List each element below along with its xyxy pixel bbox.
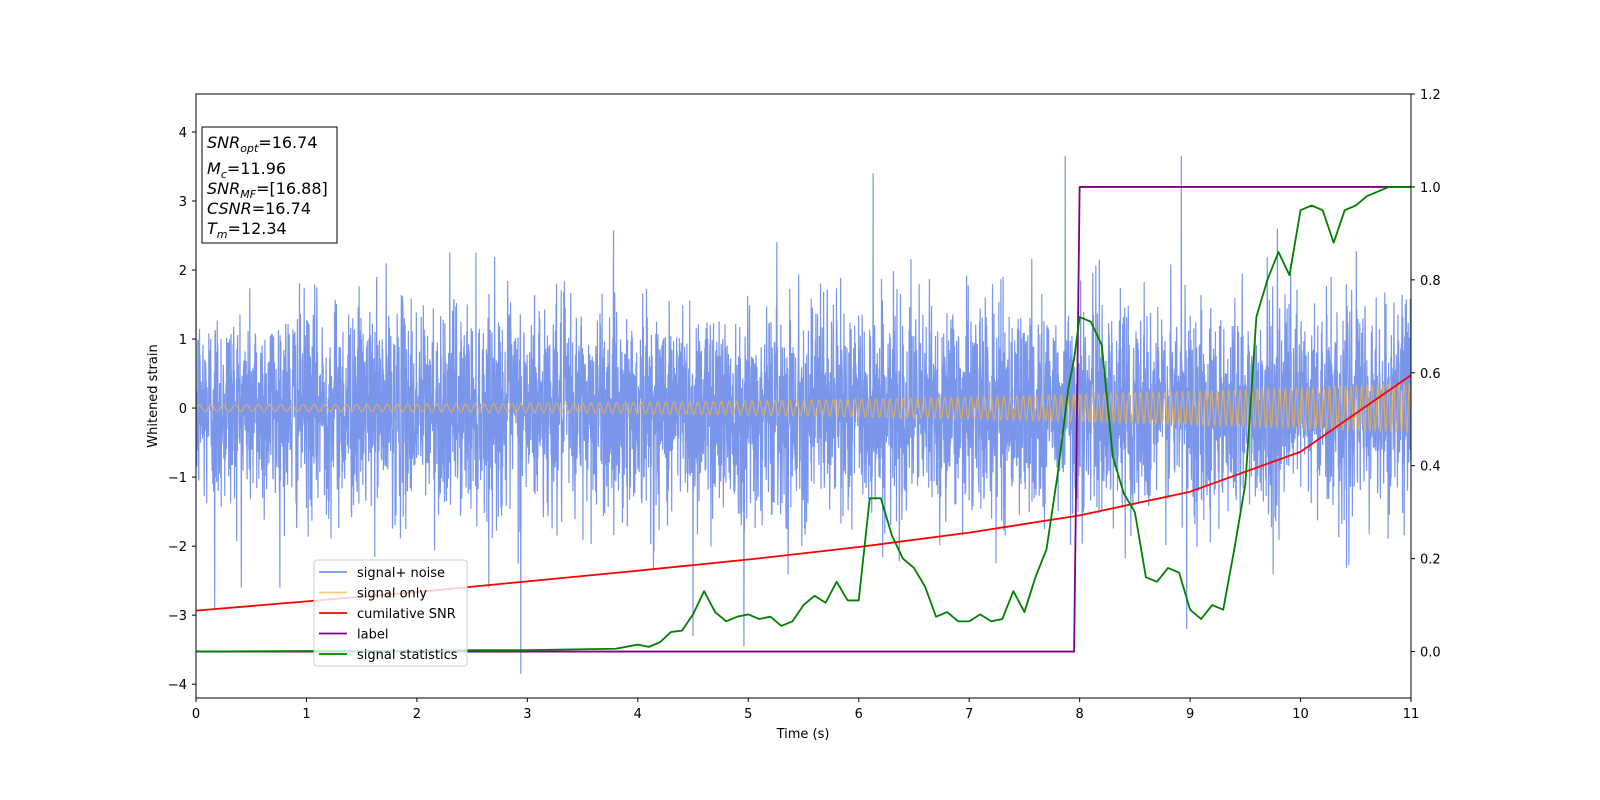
noise-line: [196, 156, 1411, 674]
y-right-tick-label: 1.0: [1420, 181, 1441, 196]
annotation-subscript: MF: [240, 188, 256, 201]
annotation-value: =11.96: [227, 159, 286, 178]
y-right-tick-label: 0.6: [1420, 367, 1441, 382]
x-tick-label: 2: [413, 707, 421, 722]
y-axis-label: Whitened strain: [146, 344, 161, 447]
x-axis: 0 1 2 3 4 5 6 7 8 9 10 11: [192, 698, 1419, 722]
y-right-tick-label: 0.0: [1420, 646, 1441, 661]
legend-label-label: label: [357, 628, 388, 643]
legend-label-signal-only: signal only: [357, 587, 427, 602]
series-signal-plus-noise: [196, 156, 1411, 674]
annotation-variable: SNR: [207, 133, 240, 152]
annotation-subscript: c: [221, 168, 227, 181]
y-right-tick-label: 0.2: [1420, 553, 1441, 568]
annotation-box: SNRopt=16.74Mc=11.96SNRMF=[16.88]CSNR=16…: [201, 126, 338, 244]
y-left-tick-label: 2: [179, 264, 187, 279]
x-tick-label: 5: [744, 707, 752, 722]
legend-label-cumilative-snr: cumilative SNR: [357, 607, 456, 622]
y-left-tick-label: 3: [179, 195, 187, 210]
y-left-tick-label: 0: [179, 402, 187, 417]
y-left-tick-label: 1: [179, 333, 187, 348]
annotation-variable: CSNR: [207, 199, 252, 218]
annotation-value: =[16.88]: [256, 179, 328, 198]
annotation-value: =16.74: [252, 199, 311, 218]
series-label: [196, 186, 1411, 653]
x-tick-label: 9: [1186, 707, 1194, 722]
annotation-line: Mc=11.96: [207, 159, 286, 181]
x-tick-label: 1: [302, 707, 310, 722]
x-tick-label: 10: [1292, 707, 1309, 722]
annotation-variable: T: [207, 219, 218, 238]
x-tick-label: 3: [523, 707, 531, 722]
annotation-line: Tm=12.34: [207, 219, 287, 241]
annotation-subscript: m: [217, 228, 228, 241]
legend-frame: [313, 559, 468, 667]
annotation-value: =12.34: [228, 219, 287, 238]
y-left-tick-label: −2: [168, 540, 187, 555]
annotation-variable: SNR: [207, 179, 240, 198]
legend-label-signal-statistics: signal statistics: [357, 648, 458, 663]
x-tick-label: 11: [1403, 707, 1420, 722]
x-tick-label: 6: [855, 707, 863, 722]
x-tick-label: 8: [1075, 707, 1083, 722]
series-signal-only: [196, 382, 1411, 434]
annotation-frame: [201, 126, 338, 244]
legend-label-signal-plus-noise: signal+ noise: [357, 566, 445, 581]
chirp-line: [196, 382, 1411, 434]
plot-frame: [195, 93, 1412, 699]
series-signal-statistics: [196, 186, 1411, 653]
x-tick-label: 7: [965, 707, 973, 722]
annotation-line: SNRopt=16.74: [207, 133, 318, 155]
annotation-subscript: opt: [240, 142, 259, 155]
y-right-tick-label: 0.4: [1420, 460, 1441, 475]
y-right-tick-label: 0.8: [1420, 274, 1441, 289]
y-left-tick-label: −1: [168, 471, 187, 486]
y-axis-right: 0.0 0.2 0.4 0.6 0.8 1.0 1.2: [1411, 88, 1441, 661]
y-axis-left: −4 −3 −2 −1 0 1 2 3 4: [168, 126, 196, 693]
annotation-value: =16.74: [258, 133, 317, 152]
x-axis-label: Time (s): [776, 727, 830, 742]
y-left-tick-label: −4: [168, 678, 187, 693]
annotation-line: CSNR=16.74: [207, 199, 311, 218]
annotation-line: SNRMF=[16.88]: [207, 179, 328, 201]
x-tick-label: 0: [192, 707, 200, 722]
x-tick-label: 4: [634, 707, 642, 722]
y-right-tick-label: 1.2: [1420, 88, 1441, 103]
y-left-tick-label: −3: [168, 609, 187, 624]
annotation-variable: M: [207, 159, 221, 178]
y-left-tick-label: 4: [179, 126, 187, 141]
legend: signal+ noise signal only cumilative SNR la…: [313, 559, 468, 667]
